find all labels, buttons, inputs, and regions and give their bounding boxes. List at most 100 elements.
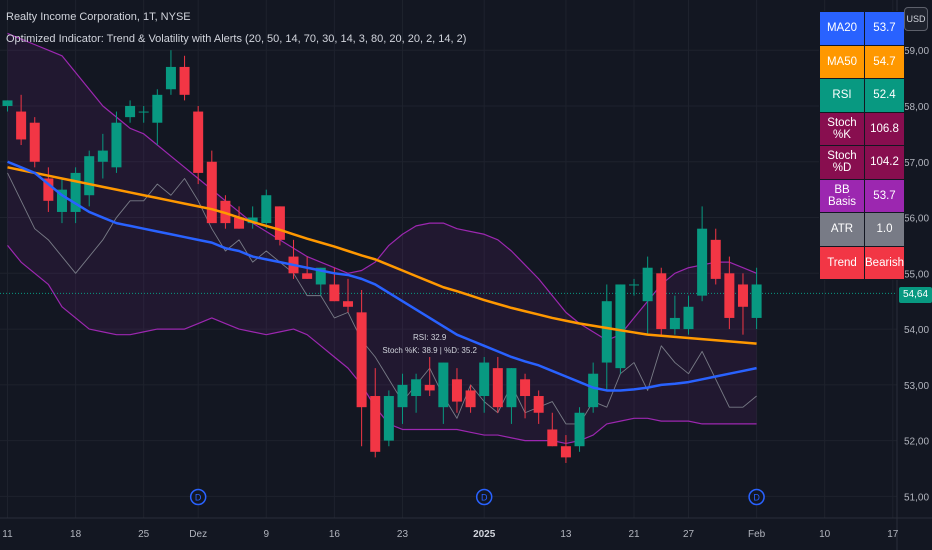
- candle-body: [274, 206, 285, 240]
- candle-body: [356, 312, 367, 408]
- dividend-marker-label: D: [195, 493, 202, 503]
- candle-body: [29, 122, 40, 162]
- candle-body: [193, 111, 204, 173]
- dividend-marker-icon: [475, 488, 493, 506]
- time-tick-label: 21: [628, 529, 640, 540]
- price-tick-label: 58,00: [904, 102, 929, 113]
- stats-row: MA20 53.7: [819, 11, 905, 46]
- time-tick-label: 18: [70, 529, 82, 540]
- candle-body: [247, 217, 258, 224]
- time-tick-label: 16: [329, 529, 341, 540]
- stats-label: BB Basis: [819, 178, 865, 213]
- stats-value: 1.0: [864, 212, 905, 247]
- candle-body: [370, 396, 381, 452]
- candle-body: [315, 267, 326, 285]
- ma50-line: [7, 166, 757, 345]
- candle-body: [397, 384, 408, 408]
- time-tick-label: 11: [2, 529, 13, 540]
- ma20-line: [7, 160, 757, 392]
- bollinger-lower-line: [7, 245, 757, 445]
- candle-body: [2, 100, 13, 106]
- candle-body: [751, 284, 762, 318]
- candle-body: [451, 379, 462, 402]
- candle-body: [669, 317, 680, 330]
- candle-body: [125, 105, 136, 118]
- indicator-legend[interactable]: Optimized Indicator: Trend & Volatility …: [6, 33, 467, 45]
- stats-label: MA20: [819, 11, 865, 46]
- stats-label: MA50: [819, 44, 865, 79]
- price-tick-label: 57,00: [904, 158, 929, 169]
- candle-body: [138, 111, 149, 113]
- candle-body: [492, 368, 503, 408]
- candle-body: [710, 239, 721, 279]
- dividend-marker-label: D: [753, 493, 760, 503]
- stats-label: Stoch %K: [819, 111, 865, 146]
- stats-value: 52.4: [864, 78, 905, 113]
- price-tick-label: 51,00: [904, 492, 929, 503]
- time-tick-label: 2025: [473, 529, 496, 540]
- time-tick-label: 9: [263, 529, 269, 540]
- candle-body: [111, 122, 122, 168]
- price-tick-label: 55,00: [904, 269, 929, 280]
- stats-row: RSI 52.4: [819, 78, 905, 113]
- stats-row: ATR 1.0: [819, 212, 905, 247]
- candle-body: [43, 178, 54, 201]
- stats-value: Bearish: [864, 245, 905, 280]
- candle-body: [615, 284, 626, 369]
- time-tick-label: 10: [819, 529, 831, 540]
- candle-body: [574, 412, 585, 447]
- candle-body: [424, 384, 435, 391]
- annotation-label: RSI: 32.9: [413, 333, 447, 342]
- candle-body: [16, 111, 27, 140]
- stats-value: 104.2: [864, 145, 905, 180]
- time-tick-label: 17: [887, 529, 899, 540]
- symbol-legend[interactable]: Realty Income Corporation, 1T, NYSE: [6, 11, 191, 23]
- time-tick-label: 27: [683, 529, 695, 540]
- dividend-marker-icon: [189, 488, 207, 506]
- candle-body: [588, 373, 599, 408]
- price-tick-label: 59,00: [904, 46, 929, 57]
- annotation-label: Stoch %K: 38.9 | %D: 35.2: [382, 346, 477, 355]
- candle-body: [343, 301, 353, 307]
- candle-body: [206, 161, 217, 224]
- candle-body: [179, 66, 190, 95]
- stats-value: 53.7: [864, 11, 905, 46]
- bollinger-upper-line: [7, 32, 757, 341]
- gray-indicator-line: [7, 172, 757, 425]
- candle-body: [737, 284, 748, 307]
- candle-body: [84, 156, 95, 196]
- last-price-label: 54,64: [899, 287, 932, 303]
- stats-label: RSI: [819, 78, 865, 113]
- candle-body: [724, 273, 735, 318]
- candle-body: [438, 362, 449, 408]
- candle-body: [697, 228, 708, 296]
- stats-row: MA50 54.7: [819, 44, 905, 79]
- candle-body: [560, 446, 571, 458]
- time-tick-label: Dez: [189, 529, 207, 540]
- candle-body: [165, 66, 176, 90]
- candle-body: [479, 362, 490, 397]
- price-tick-label: 53,00: [904, 381, 929, 392]
- candle-body: [70, 172, 81, 212]
- candle-body: [601, 301, 612, 363]
- price-tick-label: 54,00: [904, 325, 929, 336]
- candle-body: [683, 306, 694, 330]
- candle-body: [506, 368, 517, 408]
- currency-button[interactable]: USD: [904, 7, 928, 31]
- dividend-marker-label: D: [481, 493, 488, 503]
- dividend-marker-icon: [748, 488, 765, 506]
- candle-body: [97, 150, 108, 162]
- time-tick-label: 13: [560, 529, 572, 540]
- candle-body: [261, 195, 272, 224]
- indicator-stats-table: MA20 53.7 MA50 54.7 RSI 52.4 Stoch %K 106.8 Stoc…: [819, 11, 905, 280]
- stats-row: Trend Bearish: [819, 245, 905, 280]
- stats-value: 53.7: [864, 178, 905, 213]
- candle-body: [411, 379, 422, 397]
- candle-body: [520, 379, 531, 397]
- candle-body: [533, 396, 544, 413]
- candle-body: [629, 284, 640, 286]
- candle-body: [656, 273, 667, 330]
- stats-row: BB Basis 53.7: [819, 178, 905, 213]
- price-tick-label: 56,00: [904, 214, 929, 225]
